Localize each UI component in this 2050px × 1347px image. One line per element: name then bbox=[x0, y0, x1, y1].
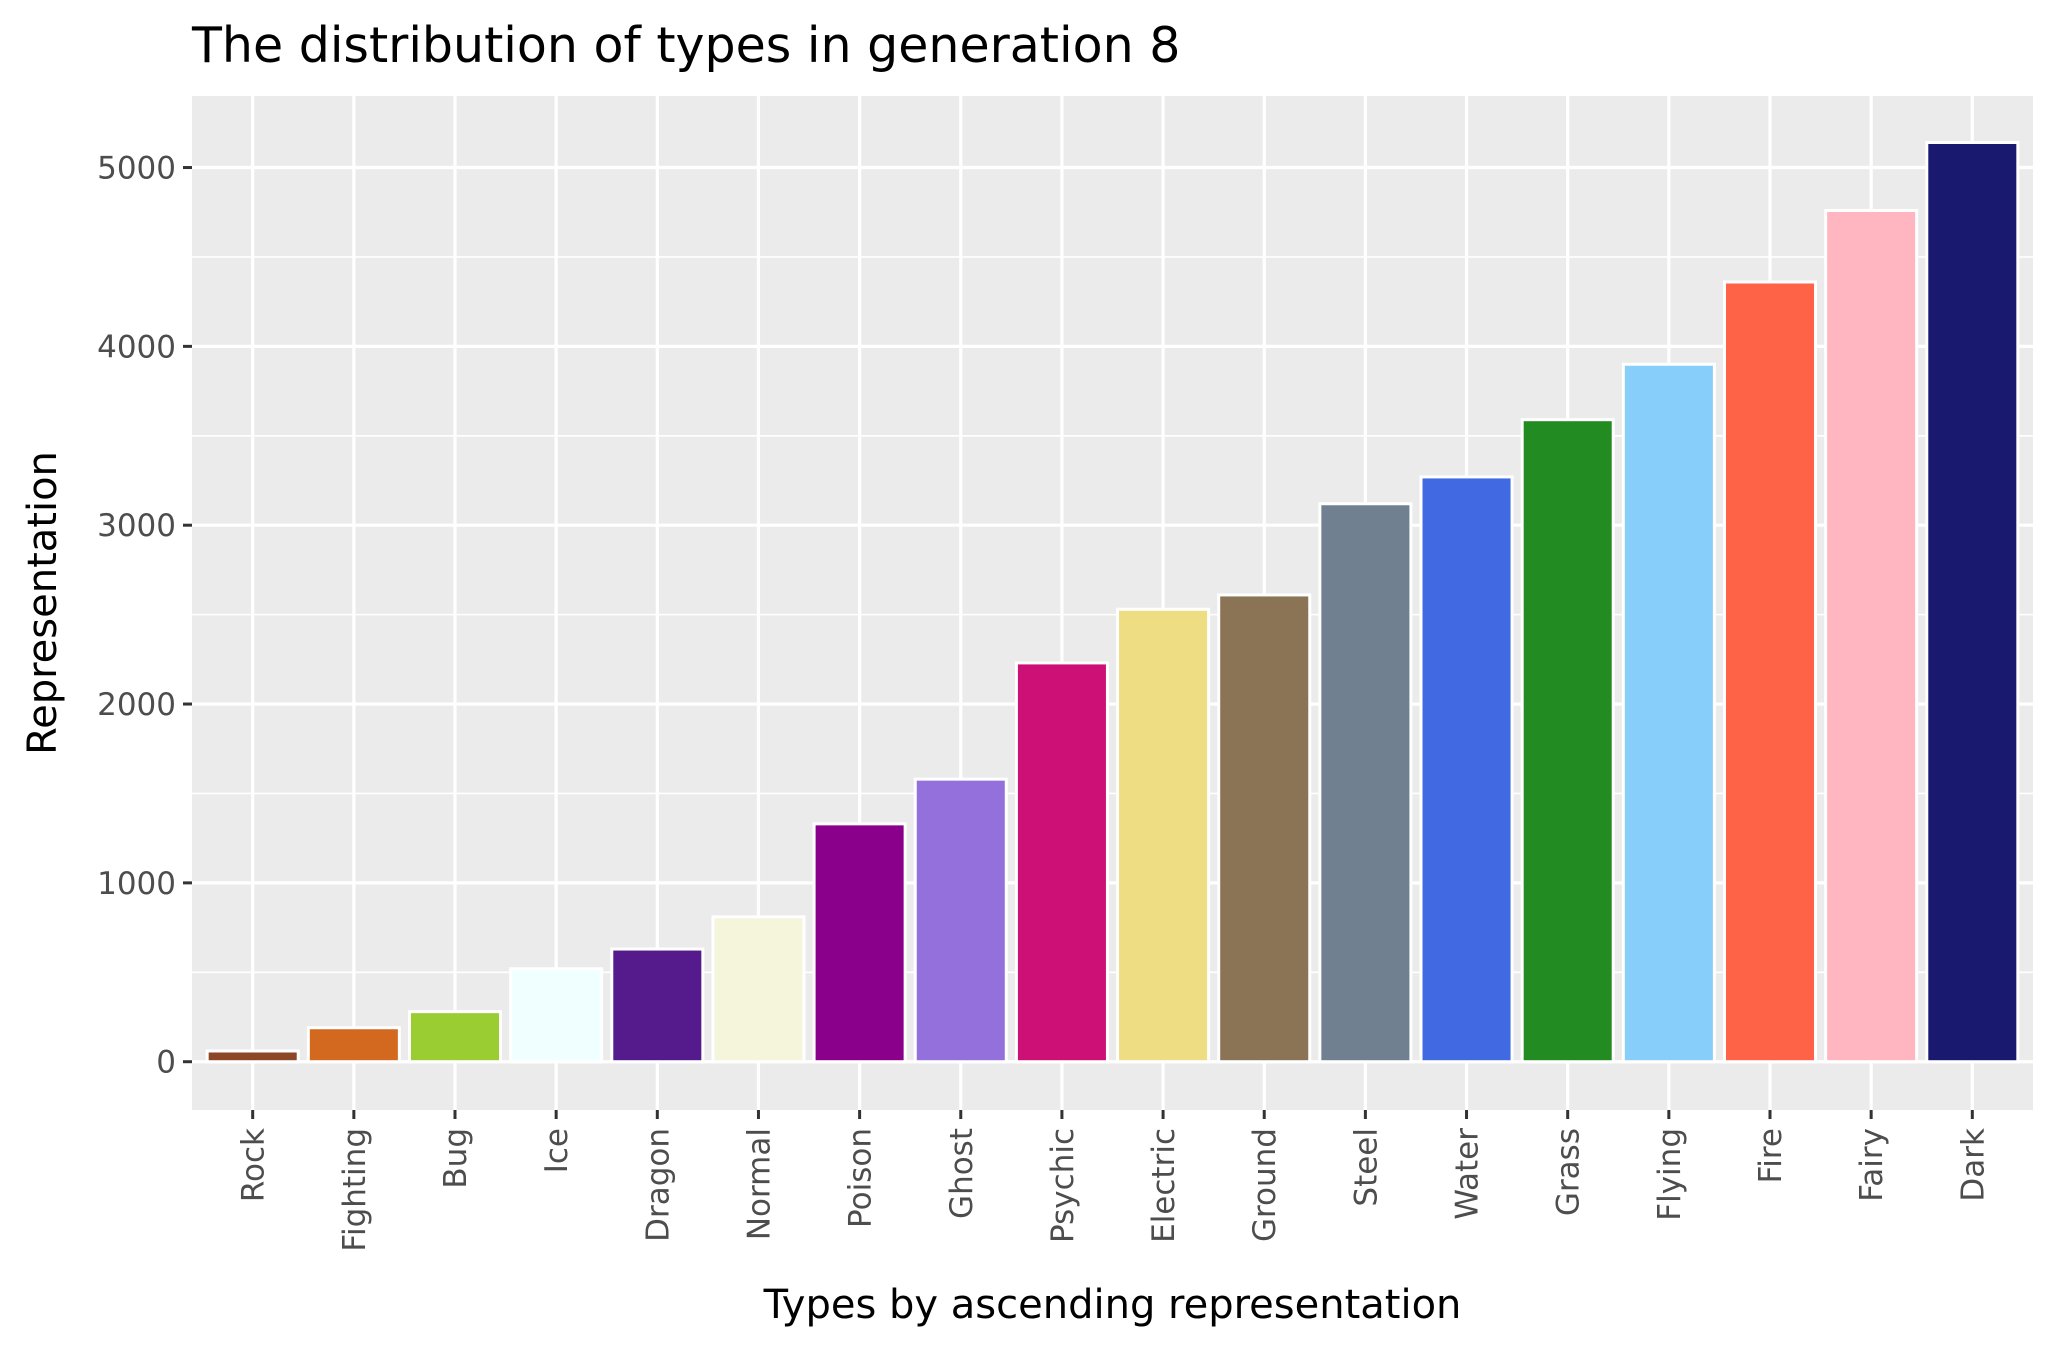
bar-fairy bbox=[1824, 208, 1919, 1064]
bar-electric bbox=[1116, 607, 1211, 1064]
y-tick-label: 1000 bbox=[97, 866, 176, 902]
x-tick-label: Rock bbox=[236, 1128, 272, 1202]
bar-dragon bbox=[610, 947, 705, 1064]
y-axis-title: Representation bbox=[20, 451, 66, 755]
bar-grass bbox=[1520, 418, 1615, 1064]
x-axis-title: Types by ascending representation bbox=[763, 1282, 1462, 1328]
y-tick-label: 5000 bbox=[97, 151, 176, 187]
bar-fighting bbox=[306, 1026, 401, 1064]
x-tick-label: Ice bbox=[539, 1128, 575, 1173]
bar-dark bbox=[1925, 140, 2020, 1064]
x-tick-label: Steel bbox=[1348, 1128, 1384, 1207]
bar-psychic bbox=[1014, 661, 1109, 1064]
x-tick-label: Fire bbox=[1753, 1128, 1789, 1183]
bar-ghost bbox=[913, 777, 1008, 1064]
x-axis-ticks: Rock Fighting Bug Ice Dragon Normal Poison Ghos… bbox=[236, 1110, 1991, 1252]
x-tick-label: Bug bbox=[438, 1128, 474, 1189]
x-tick-label: Water bbox=[1450, 1128, 1486, 1220]
x-tick-label: Ghost bbox=[944, 1128, 980, 1219]
x-tick-label: Dragon bbox=[640, 1128, 676, 1242]
bar-ice bbox=[509, 967, 604, 1064]
bar-flying bbox=[1621, 362, 1716, 1064]
x-tick-label: Electric bbox=[1146, 1128, 1182, 1243]
bar-steel bbox=[1318, 502, 1413, 1064]
bar-ground bbox=[1217, 593, 1312, 1064]
bar-water bbox=[1419, 475, 1514, 1064]
x-tick-label: Poison bbox=[843, 1128, 879, 1228]
x-tick-label: Fighting bbox=[337, 1128, 373, 1252]
y-tick-label: 0 bbox=[156, 1045, 176, 1081]
x-tick-label: Flying bbox=[1652, 1128, 1688, 1221]
y-tick-label: 3000 bbox=[97, 508, 176, 544]
bar-poison bbox=[812, 822, 907, 1064]
x-tick-label: Psychic bbox=[1045, 1128, 1081, 1243]
x-tick-label: Grass bbox=[1551, 1128, 1587, 1216]
bar-fire bbox=[1722, 280, 1818, 1064]
bars bbox=[205, 140, 2020, 1064]
y-tick-label: 2000 bbox=[97, 687, 176, 723]
bar-bug bbox=[407, 1010, 503, 1064]
chart-title: The distribution of types in generation … bbox=[191, 17, 1180, 74]
x-tick-label: Dark bbox=[1955, 1128, 1991, 1202]
x-tick-label: Fairy bbox=[1854, 1128, 1890, 1202]
bar-normal bbox=[711, 915, 806, 1064]
y-axis-ticks: 0 1000 2000 3000 4000 5000 bbox=[97, 151, 192, 1081]
x-tick-label: Normal bbox=[741, 1128, 777, 1240]
bar-rock bbox=[205, 1049, 300, 1064]
x-tick-label: Ground bbox=[1247, 1128, 1283, 1242]
y-tick-label: 4000 bbox=[97, 329, 176, 365]
